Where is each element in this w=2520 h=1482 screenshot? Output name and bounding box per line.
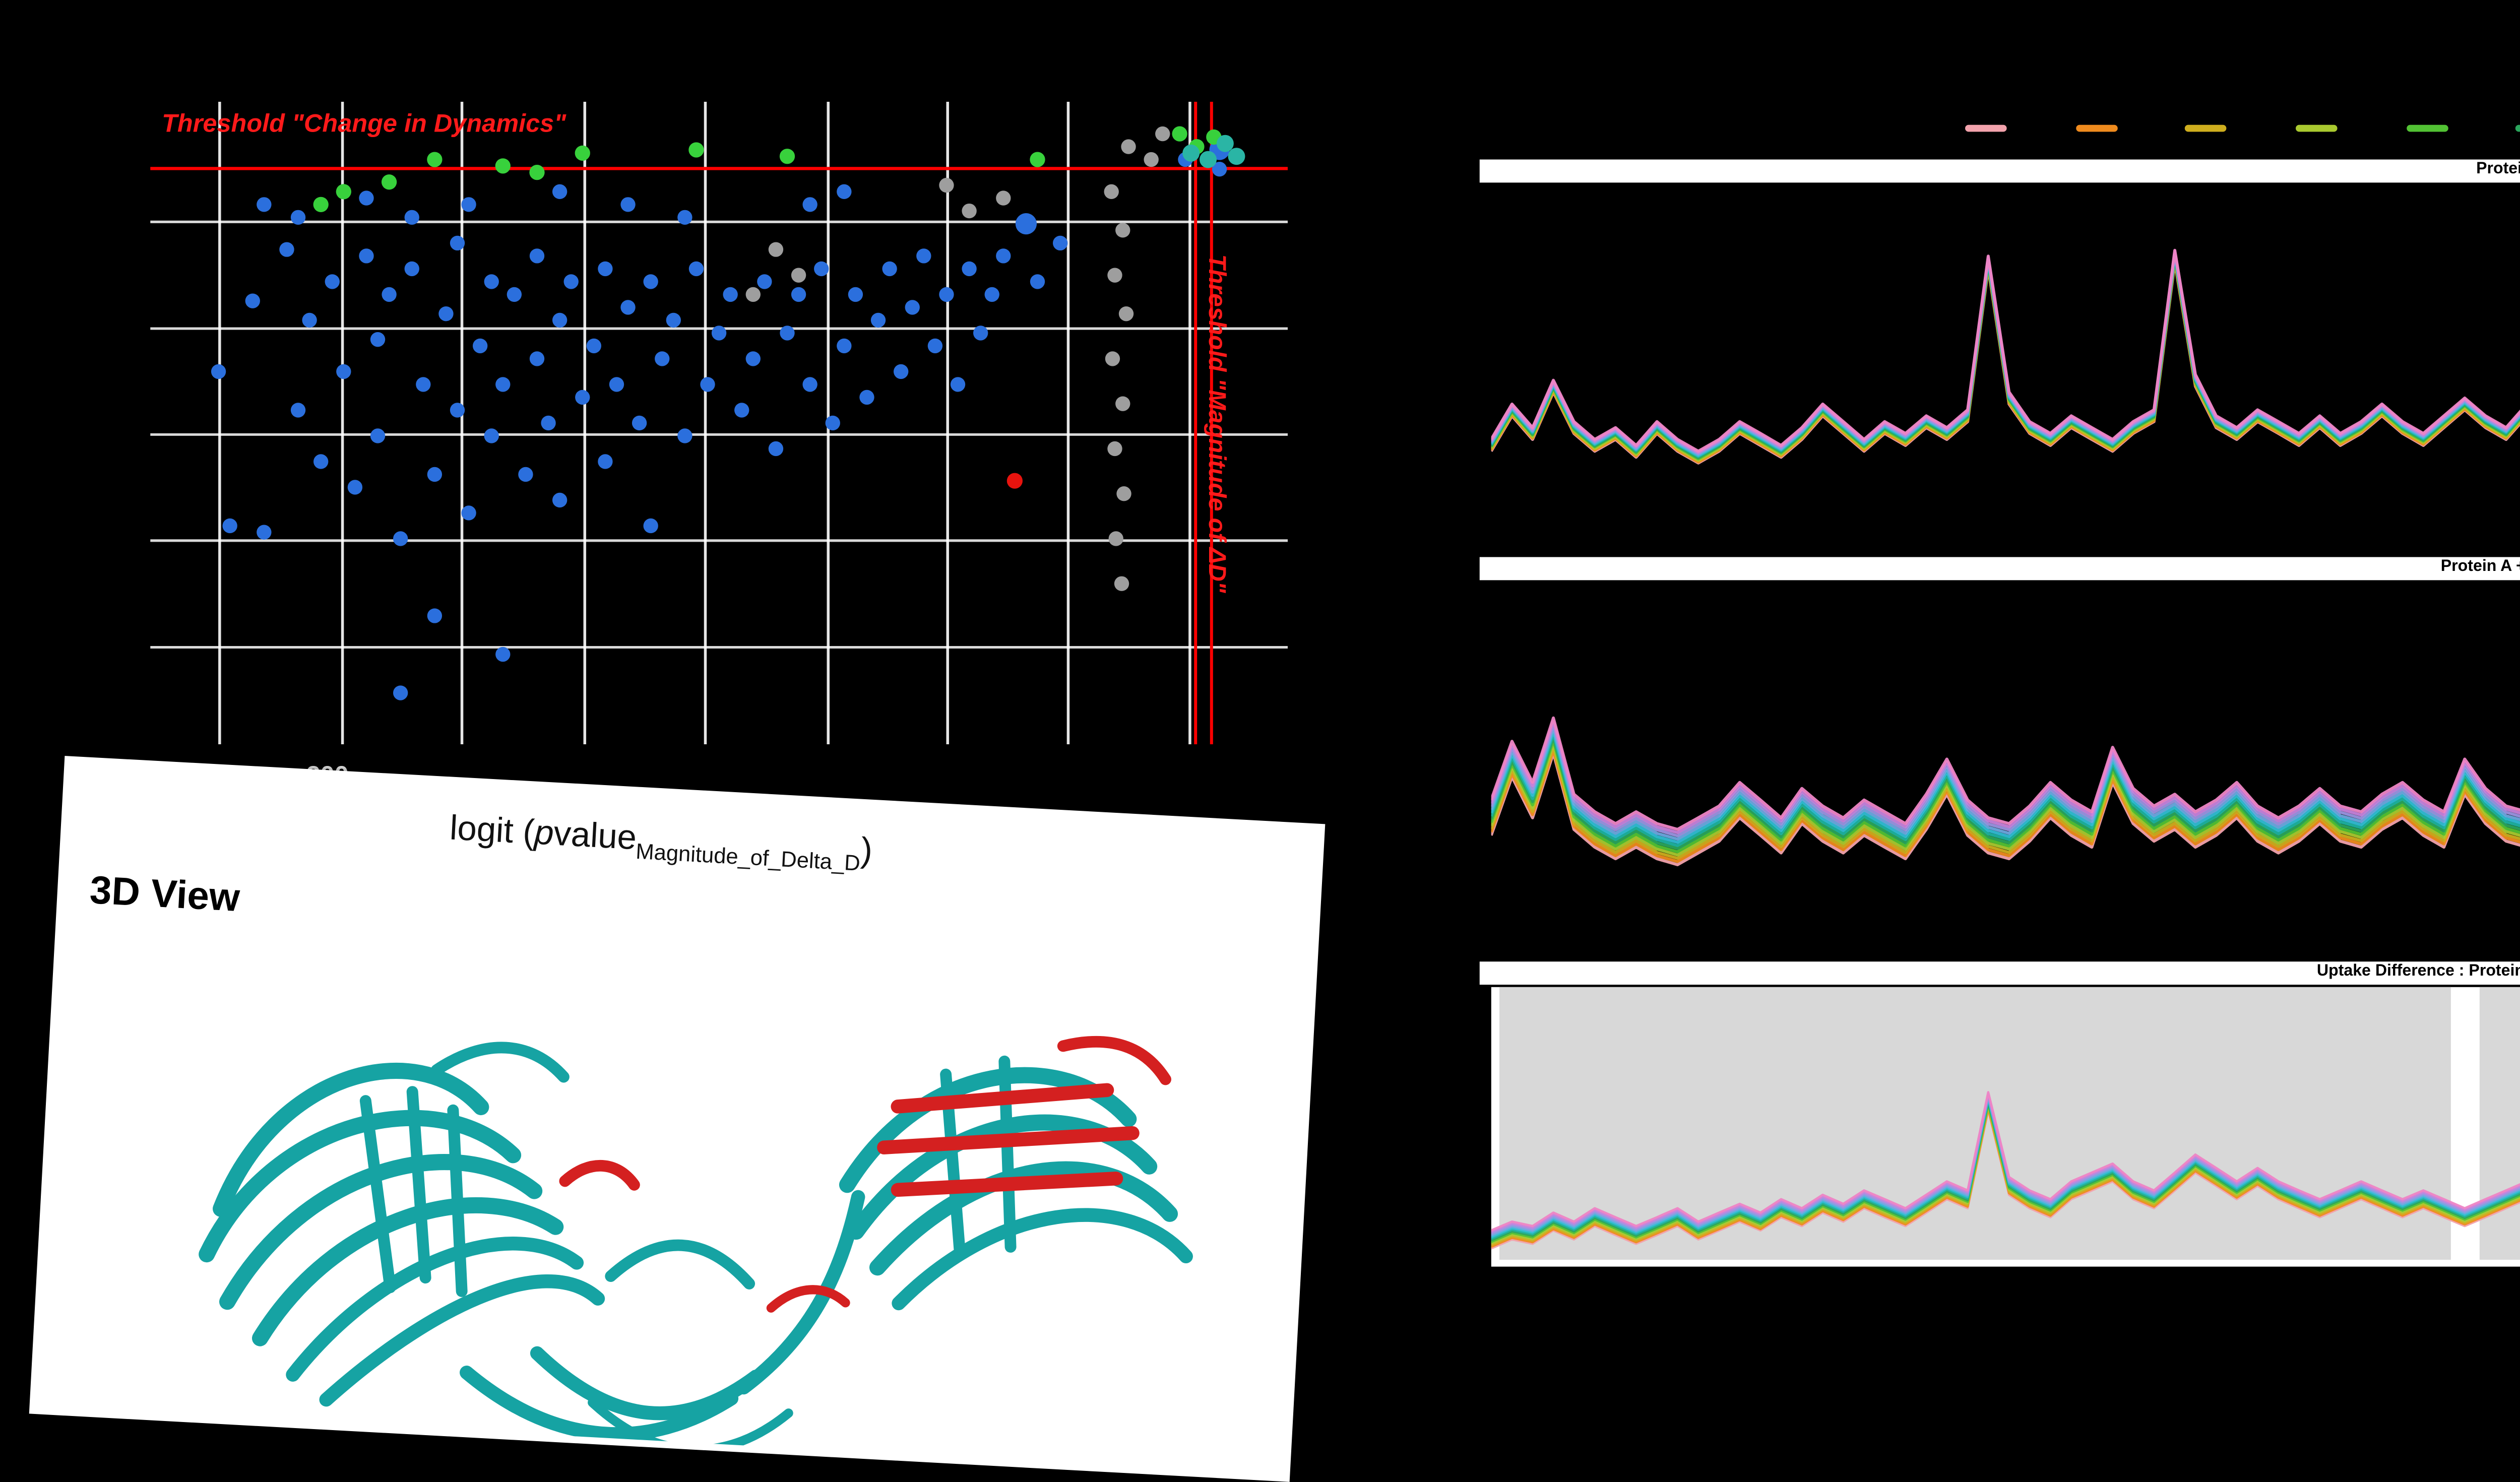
panel-title-text: Protein A xyxy=(2476,162,2520,178)
ribbon-segment-teal xyxy=(319,1274,605,1407)
ribbon-segment-teal xyxy=(430,1042,570,1083)
series-line xyxy=(1490,248,2520,453)
uptake-chart-protein-a[interactable] xyxy=(1490,185,2520,559)
3d-view-title: 3D View xyxy=(88,868,241,921)
volcano-canvas[interactable] xyxy=(150,101,1288,745)
ribbon-segment-teal xyxy=(406,1086,431,1284)
ribbon-segment-red xyxy=(1057,1036,1171,1085)
scatter-points-significant-dynamics-green xyxy=(313,126,1222,213)
series-line xyxy=(1490,1102,2520,1243)
legend-swatch[interactable] xyxy=(1965,124,2007,133)
panel-title-protein-a-ligand: Protein A + Ligand xyxy=(1479,557,2520,581)
line-chart-canvas xyxy=(1489,716,2520,867)
threshold-lines xyxy=(150,101,1288,745)
3d-view-panel[interactable]: logit (pvalueMagnitude_of_Delta_D) 3D Vi… xyxy=(29,755,1326,1482)
series-line xyxy=(1490,1104,2520,1245)
scatter-points-cluster-teal xyxy=(1182,135,1245,168)
legend-swatch[interactable] xyxy=(2295,124,2337,133)
ribbon-segment-teal xyxy=(869,1161,1178,1276)
series-line xyxy=(1489,720,2520,834)
series-line xyxy=(1490,1094,2520,1235)
series-line xyxy=(1490,1106,2520,1247)
series-line xyxy=(1489,748,2520,863)
series-line xyxy=(1489,742,2520,857)
scatter-points-not-significant-blue xyxy=(211,140,1230,700)
highlight-span xyxy=(2479,987,2520,1260)
uptake-chart-protein-a-ligand[interactable] xyxy=(1489,583,2520,955)
series-line xyxy=(1489,723,2520,837)
ribbon-segment-red xyxy=(559,1159,640,1191)
ribbon-segment-teal xyxy=(286,1237,584,1382)
ribbon-segment-teal xyxy=(892,1208,1193,1311)
series-line xyxy=(1489,726,2520,841)
panel-title-text: Protein A + Ligand xyxy=(2440,559,2520,576)
line-chart-canvas xyxy=(1490,987,2520,1267)
uptake-difference-chart[interactable] xyxy=(1490,987,2520,1278)
panel-title-uptake-difference: Uptake Difference : Protein A - (Protein… xyxy=(1479,961,2520,985)
timepoint-legend xyxy=(1965,122,2520,134)
series-line xyxy=(1489,716,2520,831)
legend-swatch[interactable] xyxy=(2075,124,2117,133)
panel-title-protein-a: Protein A xyxy=(1479,159,2520,183)
series-line xyxy=(1490,1092,2520,1234)
series-line xyxy=(1489,735,2520,850)
threshold-magnitude-label: Threshold "Magnitude of ΔD" xyxy=(1202,254,1230,593)
series-line xyxy=(1490,1101,2520,1242)
panel-title-text: Uptake Difference : Protein A - (Protein… xyxy=(2316,963,2520,980)
ribbon-segment-red xyxy=(891,1083,1114,1114)
series-line xyxy=(1490,1091,2520,1232)
ribbon-segment-teal xyxy=(199,1110,522,1263)
series-line xyxy=(1489,729,2520,844)
ribbon-segment-red xyxy=(766,1285,850,1313)
volcano-x-axis-label: logit (pvalueMagnitude_of_Delta_D) xyxy=(449,809,874,878)
highlight-span xyxy=(1499,987,2451,1260)
series-line xyxy=(1489,732,2520,847)
ribbon-segment-teal xyxy=(998,1055,1017,1253)
scatter-points-significant-red xyxy=(1006,473,1023,489)
ribbon-segment-teal xyxy=(447,1104,468,1297)
threshold-dynamics-label: Threshold "Change in Dynamics" xyxy=(162,111,566,139)
ribbon-segment-teal xyxy=(251,1197,564,1346)
legend-swatch[interactable] xyxy=(2405,124,2447,133)
scatter-points-not-significant-gray xyxy=(745,126,1170,591)
series-line xyxy=(1490,1099,2520,1240)
ribbon-segment-red xyxy=(891,1172,1123,1197)
ribbon-segment-teal xyxy=(359,1095,396,1294)
protein-structure[interactable] xyxy=(71,924,1298,1474)
app-canvas: Threshold "Change in Dynamics" Threshold… xyxy=(29,101,2520,1482)
legend-swatch[interactable] xyxy=(2515,124,2520,133)
ribbon-segment-red xyxy=(877,1126,1140,1154)
series-line xyxy=(1490,1097,2520,1239)
series-line xyxy=(1490,1109,2520,1250)
ribbon-segment-teal xyxy=(605,1239,755,1290)
series-line xyxy=(1489,745,2520,860)
series-line xyxy=(1490,1107,2520,1248)
ribbon-segment-teal xyxy=(213,1063,489,1217)
line-chart-canvas xyxy=(1490,248,2520,465)
series-line xyxy=(1490,1096,2520,1237)
volcano-plot[interactable]: Threshold "Change in Dynamics" Threshold… xyxy=(150,101,1288,745)
series-line xyxy=(1489,739,2520,854)
series-line xyxy=(1489,751,2520,867)
legend-swatch[interactable] xyxy=(2185,124,2227,133)
